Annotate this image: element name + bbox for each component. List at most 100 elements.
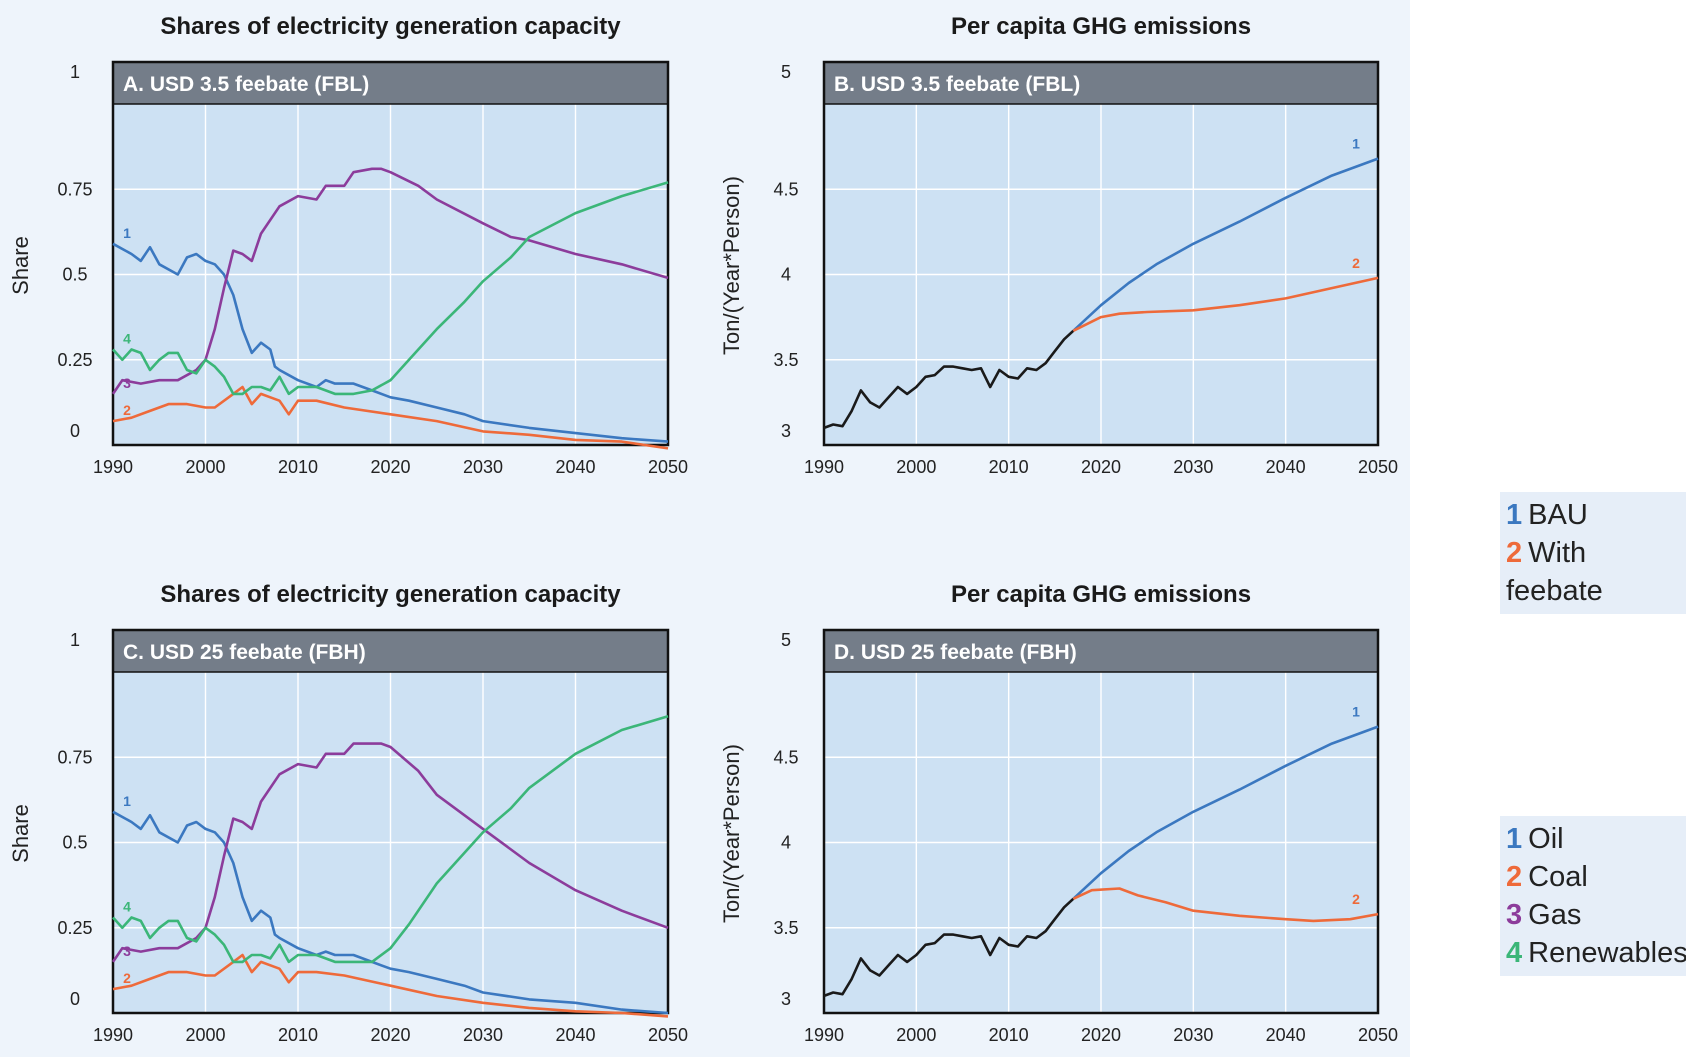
y-tick-label-b-1: 3.5 [773,350,798,370]
series-label-c-2: 3 [123,943,131,959]
legend-shares-number-3: 4 [1506,937,1523,969]
series-line-a-1 [112,385,669,450]
chart-d: 1990 2000 2010 2020 2030 2040 2050 3 3.5 4 4.5 5 Per… [719,581,1398,1045]
series-label-c-0: 1 [123,793,131,809]
y-axis-label-a: Share [8,236,33,295]
x-tick-label-b-5: 2040 [1266,457,1306,477]
legend-emissions-number-1: 2 [1506,537,1523,569]
legend-shares-label-0: Oil [1528,823,1564,855]
legend-shares-label-2: Gas [1528,899,1582,931]
x-tick-label-d-1: 2000 [896,1025,936,1045]
series-line-d-0 [823,897,1075,998]
chart-title-c: Shares of electricity generation capacit… [160,581,621,608]
chart-title-b: Per capita GHG emissions [951,13,1251,40]
x-tick-label-c-3: 2020 [370,1025,410,1045]
panel-header-d [824,630,1378,672]
series-line-a-3 [112,181,669,396]
panel-subtitle-d: D. USD 25 feebate (FBH) [834,641,1077,664]
plot-frame-b [822,60,1380,447]
y-tick-label-c-0: 0 [70,989,80,1009]
x-tick-label-a-3: 2020 [370,457,410,477]
legend-shares-item-3: 4 Renewables [1506,934,1686,972]
legend-shares-number-1: 2 [1506,861,1523,893]
x-tick-label-c-5: 2040 [555,1025,595,1045]
series-line-b-2 [1072,276,1379,332]
y-tick-label-d-2: 4 [781,833,791,853]
x-tick-label-a-5: 2040 [555,457,595,477]
panel-header-c [113,630,668,672]
chart-a: 1990 2000 2010 2020 2030 2040 2050 0 0.25 0.5 0.75… [8,13,688,477]
x-tick-label-a-0: 1990 [93,457,133,477]
x-tick-label-b-6: 2050 [1358,457,1398,477]
y-axis-label-b: Ton/(Year*Person) [719,176,744,355]
legend-shares: 1 Oil 2 Coal 3 Gas 4 Renewables [1500,816,1686,976]
series-label-d-2: 2 [1352,891,1360,907]
x-tick-label-a-4: 2030 [463,457,503,477]
series-label-c-3: 4 [123,899,131,915]
legend-emissions-item-0: 1 BAU [1506,496,1680,534]
y-tick-label-d-3: 4.5 [773,747,798,767]
x-tick-label-b-4: 2030 [1173,457,1213,477]
legend-shares-item-2: 3 Gas [1506,896,1686,934]
series-label-b-2: 2 [1352,255,1360,271]
y-tick-label-b-0: 3 [781,421,791,441]
series-label-c-1: 2 [123,970,131,986]
y-tick-label-c-4: 1 [70,630,80,650]
panel-header-a [113,62,668,104]
y-tick-label-b-3: 4.5 [773,179,798,199]
legend-emissions-label-0: BAU [1528,499,1588,531]
y-tick-label-c-2: 0.5 [62,833,87,853]
legend-emissions-label-1: With feebate [1506,537,1603,607]
y-tick-label-a-4: 1 [70,62,80,82]
y-tick-label-d-1: 3.5 [773,918,798,938]
y-tick-label-b-2: 4 [781,265,791,285]
series-label-a-3: 4 [123,331,131,347]
y-tick-label-b-4: 5 [781,62,791,82]
y-tick-label-a-1: 0.25 [57,350,92,370]
y-tick-label-d-4: 5 [781,630,791,650]
x-tick-label-c-6: 2050 [648,1025,688,1045]
panel-header-b [824,62,1378,104]
legend-emissions-item-1: 2 With feebate [1506,534,1680,610]
x-tick-label-b-1: 2000 [896,457,936,477]
series-line-c-3 [112,715,669,964]
y-tick-label-c-1: 0.25 [57,918,92,938]
series-line-d-2 [1072,887,1379,923]
y-tick-label-c-3: 0.75 [57,747,92,767]
chart-c: 1990 2000 2010 2020 2030 2040 2050 0 0.25 0.5 0.75… [8,581,688,1045]
panel-subtitle-b: B. USD 3.5 feebate (FBL) [834,73,1080,96]
x-tick-label-a-1: 2000 [185,457,225,477]
panel-subtitle-a: A. USD 3.5 feebate (FBL) [123,73,369,96]
series-label-a-0: 1 [123,225,131,241]
plot-frame-c [111,628,670,1015]
panel-subtitle-c: C. USD 25 feebate (FBH) [123,641,366,664]
y-tick-label-a-2: 0.5 [62,265,87,285]
series-label-d-1: 1 [1352,704,1360,720]
y-axis-label-c: Share [8,804,33,863]
x-tick-label-c-0: 1990 [93,1025,133,1045]
y-axis-label-d: Ton/(Year*Person) [719,744,744,923]
x-tick-label-a-6: 2050 [648,457,688,477]
series-line-c-2 [111,742,669,963]
x-tick-label-b-2: 2010 [989,457,1029,477]
y-tick-label-a-3: 0.75 [57,179,92,199]
series-line-b-0 [823,329,1075,430]
x-tick-label-d-3: 2020 [1081,1025,1121,1045]
legend-shares-item-1: 2 Coal [1506,858,1686,896]
legend-shares-label-1: Coal [1528,861,1588,893]
series-label-a-1: 2 [123,402,131,418]
y-tick-label-d-0: 3 [781,989,791,1009]
x-tick-label-c-4: 2030 [463,1025,503,1045]
legend-shares-label-3: Renewables [1528,937,1686,969]
y-tick-label-a-0: 0 [70,421,80,441]
x-tick-label-d-6: 2050 [1358,1025,1398,1045]
x-tick-label-b-0: 1990 [804,457,844,477]
series-line-a-0 [112,242,669,443]
plot-frame-a [111,60,670,447]
series-label-a-2: 3 [123,375,131,391]
series-line-c-0 [112,810,669,1015]
legend-emissions: 1 BAU 2 With feebate [1500,492,1686,614]
x-tick-label-d-5: 2040 [1266,1025,1306,1045]
legend-shares-number-0: 1 [1506,823,1523,855]
x-tick-label-d-2: 2010 [989,1025,1029,1045]
